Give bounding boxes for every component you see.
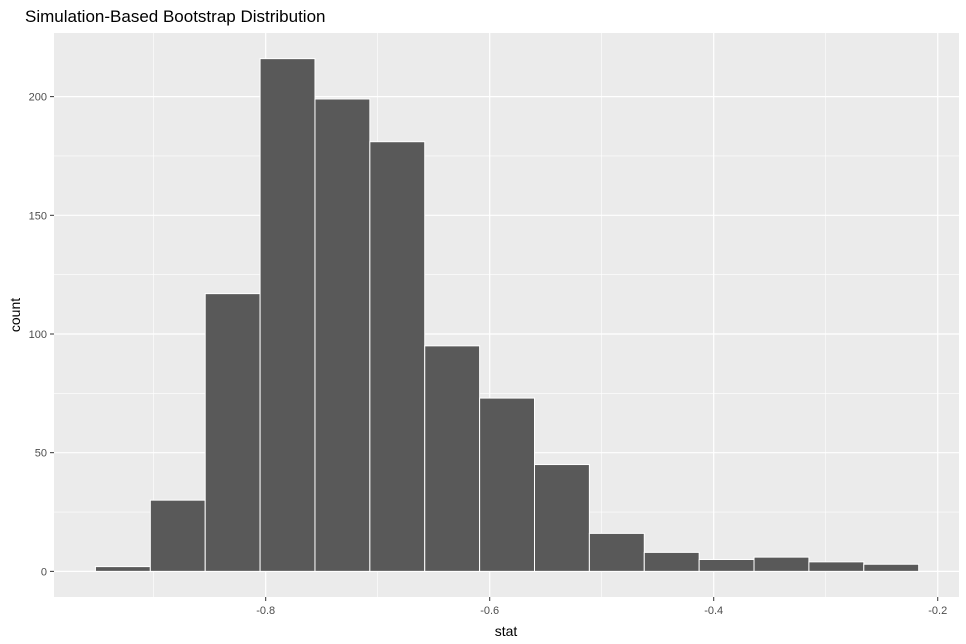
histogram-bar [863, 563, 920, 572]
x-tick-label: -0.2 [928, 605, 947, 617]
y-tick-label: 200 [29, 92, 47, 104]
y-tick-label: 150 [29, 210, 47, 222]
histogram-bar [204, 293, 261, 572]
histogram-bar [753, 556, 810, 572]
y-axis: 0 50 100 150 200 [29, 92, 54, 578]
x-tick-label: -0.6 [480, 605, 499, 617]
chart-title: Simulation-Based Bootstrap Distribution [25, 7, 325, 26]
histogram-bar [259, 58, 316, 572]
histogram-bar [149, 499, 206, 572]
histogram-bar [698, 558, 755, 572]
histogram-bar [479, 397, 536, 572]
histogram-bar [94, 566, 151, 572]
histogram-bar [643, 551, 700, 572]
y-tick-label: 100 [29, 329, 47, 341]
histogram-bar [808, 561, 865, 572]
x-axis: -0.8 -0.6 -0.4 -0.2 [256, 597, 947, 617]
x-tick-label: -0.4 [704, 605, 723, 617]
y-tick-label: 0 [41, 566, 47, 578]
y-tick-label: 50 [35, 448, 47, 460]
histogram-bar [369, 141, 426, 572]
histogram-bars [94, 58, 920, 572]
histogram-bar [534, 464, 590, 572]
x-tick-label: -0.8 [256, 605, 275, 617]
histogram-bar [424, 345, 481, 572]
x-axis-title: stat [495, 623, 518, 639]
histogram-bar [588, 532, 645, 572]
histogram-bar [314, 98, 371, 572]
y-axis-title: count [7, 298, 23, 332]
